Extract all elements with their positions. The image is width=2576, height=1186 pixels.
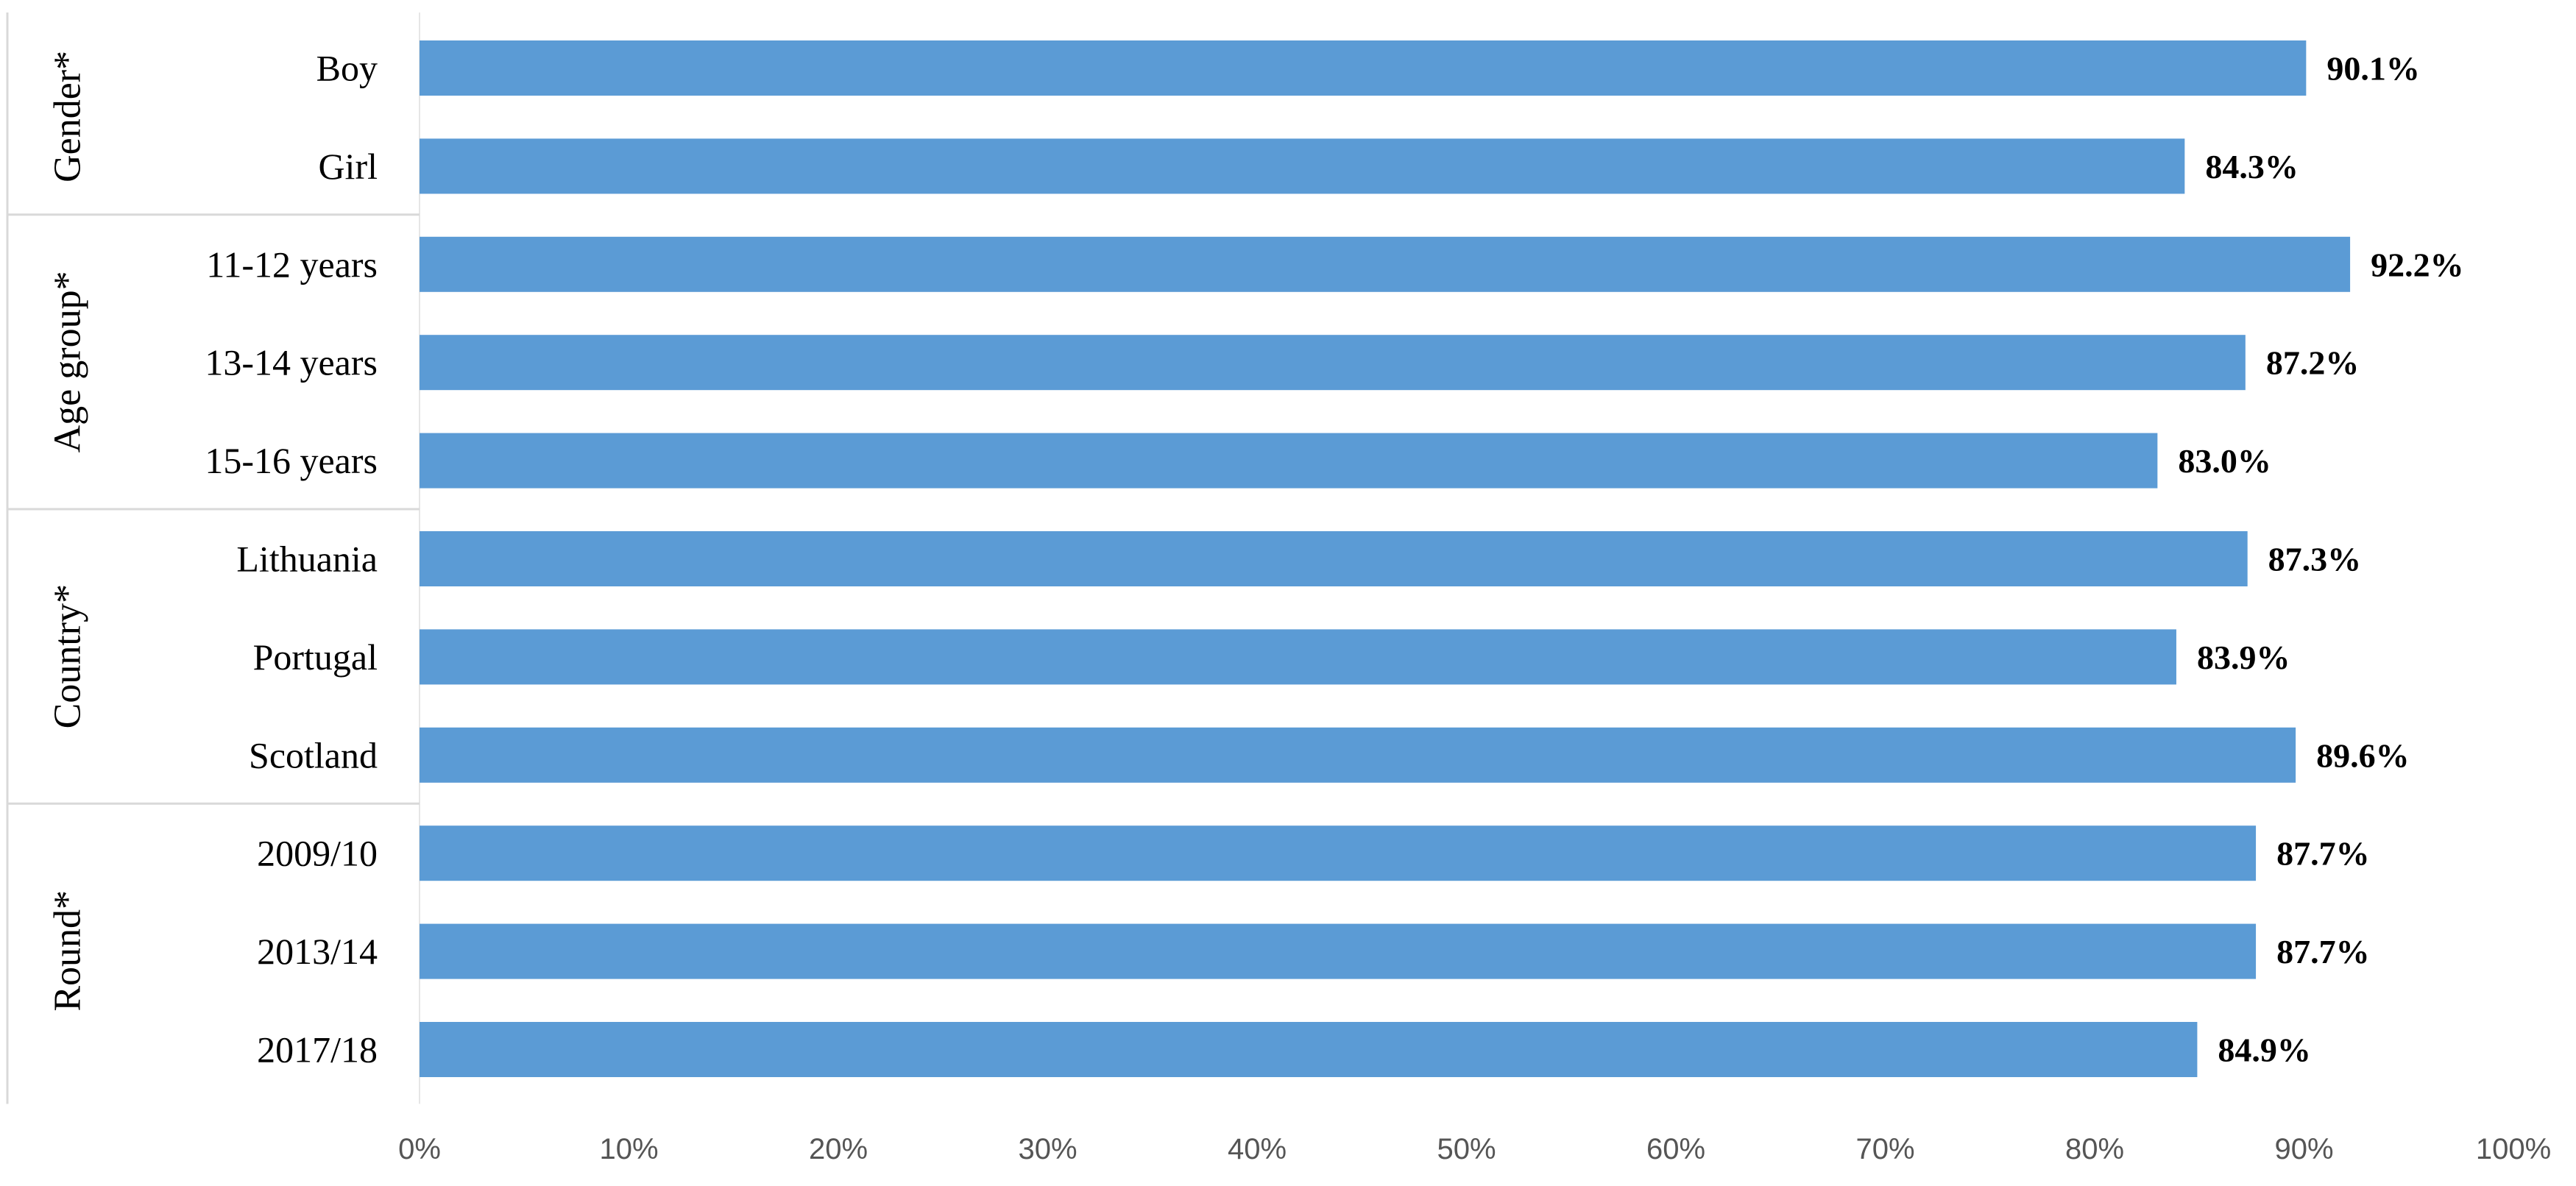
group-label: Age group* [47, 271, 89, 452]
bar [420, 1022, 2198, 1077]
category-axis-frame [6, 13, 420, 1104]
bar [420, 335, 2246, 391]
group-label: Round* [47, 890, 89, 1012]
value-labels: 90.1% 84.3% 92.2% 87.2% 83.0% 87.3% 83.9% 89.6%… [2178, 50, 2463, 1069]
data-label: 83.0% [2178, 442, 2271, 480]
group-label: Country* [47, 584, 89, 728]
data-label: 84.3% [2205, 148, 2299, 185]
x-tick-label: 70% [1855, 1133, 1914, 1165]
x-axis-ticks: 0% 10% 20% 30% 40% 50% 60% 70% 80% 90% 100% [398, 1133, 2551, 1165]
x-tick-label: 0% [398, 1133, 441, 1165]
category-label: Portugal [253, 636, 378, 678]
x-tick-label: 100% [2476, 1133, 2551, 1165]
data-label: 87.7% [2276, 835, 2370, 873]
group-label: Gender* [47, 51, 89, 182]
category-label: 15-16 years [205, 440, 378, 481]
bar [420, 138, 2185, 194]
bar [420, 40, 2307, 96]
bar [420, 236, 2351, 292]
category-label: 13-14 years [205, 342, 378, 383]
category-label: 11-12 years [206, 244, 378, 285]
group-labels: Gender* Age group* Country* Round* [47, 51, 89, 1012]
x-tick-label: 90% [2274, 1133, 2333, 1165]
x-tick-label: 80% [2065, 1133, 2124, 1165]
data-label: 92.2% [2371, 246, 2464, 283]
x-tick-label: 30% [1018, 1133, 1077, 1165]
bar [420, 433, 2158, 489]
bar [420, 629, 2176, 685]
category-label: Girl [318, 146, 378, 187]
category-label: 2017/18 [257, 1029, 378, 1070]
bar [420, 727, 2296, 783]
data-label: 87.7% [2276, 933, 2370, 970]
bar [420, 923, 2257, 979]
x-tick-label: 60% [1646, 1133, 1705, 1165]
data-label: 90.1% [2326, 50, 2420, 88]
category-label: 2009/10 [257, 833, 378, 874]
bar [420, 825, 2257, 881]
x-tick-label: 20% [809, 1133, 868, 1165]
x-tick-label: 10% [599, 1133, 658, 1165]
category-label: Boy [316, 48, 378, 89]
category-label: Lithuania [236, 539, 378, 580]
bars [420, 40, 2351, 1077]
data-label: 84.9% [2218, 1031, 2311, 1069]
data-label: 89.6% [2316, 736, 2410, 774]
data-label: 87.2% [2266, 344, 2360, 382]
x-tick-label: 40% [1228, 1133, 1287, 1165]
category-label: 2013/14 [257, 931, 378, 972]
x-tick-label: 50% [1437, 1133, 1496, 1165]
data-label: 83.9% [2197, 639, 2290, 676]
category-label: Scotland [249, 734, 378, 775]
category-labels: Boy Girl 11-12 years 13-14 years 15-16 years… [205, 48, 378, 1070]
bar [420, 531, 2248, 586]
data-label: 87.3% [2268, 541, 2362, 578]
